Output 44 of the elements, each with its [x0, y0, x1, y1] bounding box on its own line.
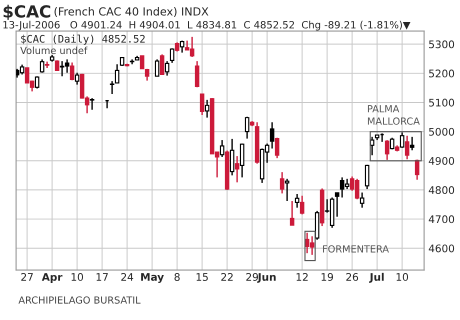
x-tick-label: 12 [296, 273, 308, 281]
x-tick-label: 26 [346, 273, 358, 281]
x-tick-label: 10 [396, 273, 408, 281]
y-tick-label: 4600 [428, 244, 454, 252]
candlestick [294, 193, 300, 208]
candlestick [280, 171, 284, 194]
y-tick-label: 5200 [429, 70, 454, 78]
x-tick-label: 29 [246, 273, 258, 281]
candlestick [220, 139, 224, 158]
candlestick [110, 80, 114, 95]
y-tick-label: 4700 [428, 215, 454, 224]
annotation: FORMENTERA [323, 245, 389, 253]
candlestick [310, 236, 314, 256]
x-tick-label: 19 [322, 273, 334, 281]
x-tick-label: Apr [42, 273, 62, 283]
y-tick-label: 5000 [429, 128, 454, 136]
candlestick [204, 99, 210, 118]
x-tick-label: 27 [21, 273, 33, 281]
text: ARCHIPIELAGO BURSATIL [18, 296, 141, 304]
candlestick [270, 122, 274, 150]
candlestick [44, 60, 50, 69]
x-tick-label: 24 [121, 273, 134, 281]
candlestick [230, 138, 234, 176]
y-tick-label: 4900 [428, 156, 454, 165]
x-tick-label: Jun [257, 273, 276, 283]
x-tick-label: 10 [72, 273, 84, 281]
chart-title: $CAC (French CAC 40 Index) INDX [4, 4, 208, 20]
candlestick [74, 72, 80, 86]
x-tick-label: 22 [221, 273, 233, 281]
annotation: Volume undef [20, 46, 88, 54]
x-tick-label: 15 [196, 273, 208, 281]
x-tick-label: 17 [96, 273, 108, 281]
annotation: $CAC (Daily) 4852.52 [21, 34, 145, 45]
candlestick [404, 135, 410, 160]
y-tick-label: 5300 [429, 40, 454, 48]
x-tick-label: May [141, 273, 164, 283]
x-tick-label: Jul [369, 272, 384, 283]
candlestick [234, 155, 240, 184]
y-tick-label: 5100 [429, 98, 454, 107]
chart-subtitle: 13-Jul-2006 O 4901.24 H 4904.01 L 4834.81 C 4852.52 Chg -89.21 (-1.81%)▼ [3, 20, 410, 30]
candlestick [410, 136, 414, 151]
x-tick-label: 8 [174, 273, 180, 281]
y-tick-label: 4800 [428, 186, 454, 194]
annotation: PALMA MALLORCA [368, 105, 420, 125]
